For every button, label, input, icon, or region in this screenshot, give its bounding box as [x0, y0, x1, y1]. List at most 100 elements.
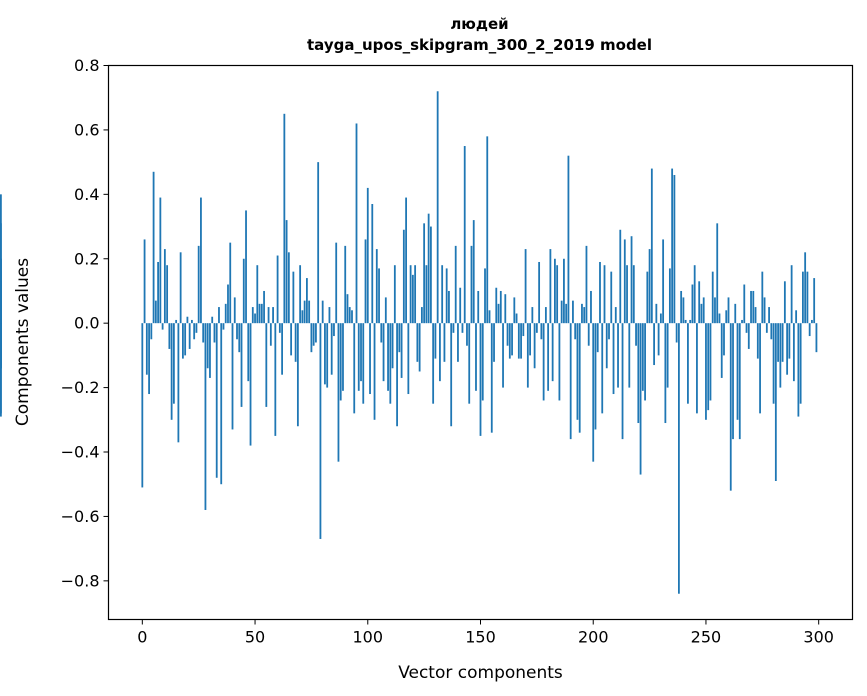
bar-undefined — [0, 310, 2, 324]
bar-103 — [373, 323, 376, 420]
bar-43 — [238, 323, 241, 353]
bar-57 — [269, 323, 272, 346]
bar-142 — [461, 323, 464, 333]
bar-51 — [256, 265, 259, 324]
bar-141 — [459, 287, 462, 324]
bar-269 — [747, 323, 750, 349]
bar-146 — [470, 245, 473, 324]
bar-93 — [351, 310, 353, 324]
bar-177 — [540, 323, 543, 340]
bar-194 — [578, 323, 581, 433]
bar-45 — [242, 258, 245, 324]
bar-287 — [788, 323, 791, 359]
bar-111 — [391, 323, 394, 369]
bar-214 — [623, 239, 626, 324]
bar-219 — [635, 323, 637, 346]
bar-24 — [195, 323, 198, 333]
bar-0 — [141, 323, 144, 488]
bar-274 — [759, 323, 761, 414]
bar-11 — [166, 265, 169, 324]
bar-50 — [254, 313, 256, 324]
bar-161 — [504, 294, 507, 324]
bar-130 — [434, 323, 437, 359]
bar-225 — [648, 249, 651, 324]
bar-116 — [402, 229, 405, 324]
bar-35 — [220, 323, 223, 485]
bar-135 — [445, 268, 448, 324]
bar-64 — [285, 220, 288, 324]
bar-249 — [702, 297, 705, 324]
bar-207 — [608, 323, 610, 340]
bar-49 — [251, 307, 254, 324]
bar-244 — [691, 284, 694, 324]
bar-23 — [193, 323, 196, 340]
bar-195 — [581, 303, 583, 324]
bar-42 — [236, 323, 238, 340]
bar-155 — [490, 323, 493, 433]
bar-189 — [567, 155, 570, 324]
bar-21 — [188, 323, 191, 349]
bar-162 — [506, 323, 509, 346]
bar-176 — [538, 261, 541, 324]
bar-242 — [687, 323, 689, 404]
bar-298 — [813, 278, 816, 324]
bar-77 — [315, 323, 317, 343]
y-tick-label: −0.8 — [61, 571, 100, 590]
bar-112 — [393, 265, 396, 324]
bar-217 — [630, 236, 633, 324]
bar-257 — [720, 323, 723, 378]
bar-201 — [594, 323, 597, 430]
bar-245 — [693, 265, 696, 324]
bar-44 — [240, 323, 243, 407]
bar-87 — [337, 323, 340, 462]
bar-32 — [213, 323, 216, 343]
bar-53 — [260, 303, 263, 324]
bar-163 — [508, 323, 511, 359]
bar-192 — [574, 323, 577, 340]
bar-232 — [664, 323, 667, 424]
bar-109 — [387, 323, 389, 391]
bar-58 — [272, 307, 274, 324]
bar-91 — [346, 294, 349, 324]
bar-261 — [729, 323, 732, 491]
bar-188 — [565, 303, 568, 324]
bar-224 — [646, 271, 649, 324]
bar-126 — [425, 265, 428, 324]
bar-252 — [709, 323, 712, 401]
bar-104 — [375, 249, 378, 324]
bar-101 — [369, 323, 371, 395]
bar-185 — [558, 323, 561, 401]
bar-48 — [249, 323, 252, 446]
bar-3 — [148, 323, 150, 395]
bar-259 — [725, 310, 728, 324]
bar-34 — [218, 307, 220, 324]
bar-198 — [587, 323, 590, 346]
y-tick-label: 0.6 — [74, 120, 99, 139]
bar-277 — [765, 323, 768, 333]
bar-178 — [542, 323, 545, 401]
bar-25 — [197, 245, 200, 324]
bar-85 — [333, 323, 335, 337]
bar-31 — [211, 316, 214, 324]
bar-33 — [215, 323, 218, 478]
bar-216 — [628, 323, 631, 388]
bar-56 — [267, 307, 270, 324]
bar-88 — [339, 323, 342, 401]
bar-117 — [405, 197, 407, 324]
x-tick-label: 200 — [578, 628, 609, 647]
bar-286 — [786, 323, 789, 375]
bar-70 — [299, 265, 302, 324]
bar-139 — [454, 245, 457, 324]
bar-180 — [547, 323, 550, 391]
bar-288 — [790, 265, 793, 324]
bar-182 — [551, 323, 554, 382]
bar-221 — [639, 323, 642, 475]
bar-196 — [583, 307, 586, 324]
bar-227 — [653, 323, 655, 366]
bar-281 — [774, 323, 777, 481]
bar-15 — [175, 319, 178, 324]
x-tick-label: 50 — [245, 628, 265, 647]
bar-47 — [247, 323, 250, 382]
bar-246 — [696, 323, 698, 414]
